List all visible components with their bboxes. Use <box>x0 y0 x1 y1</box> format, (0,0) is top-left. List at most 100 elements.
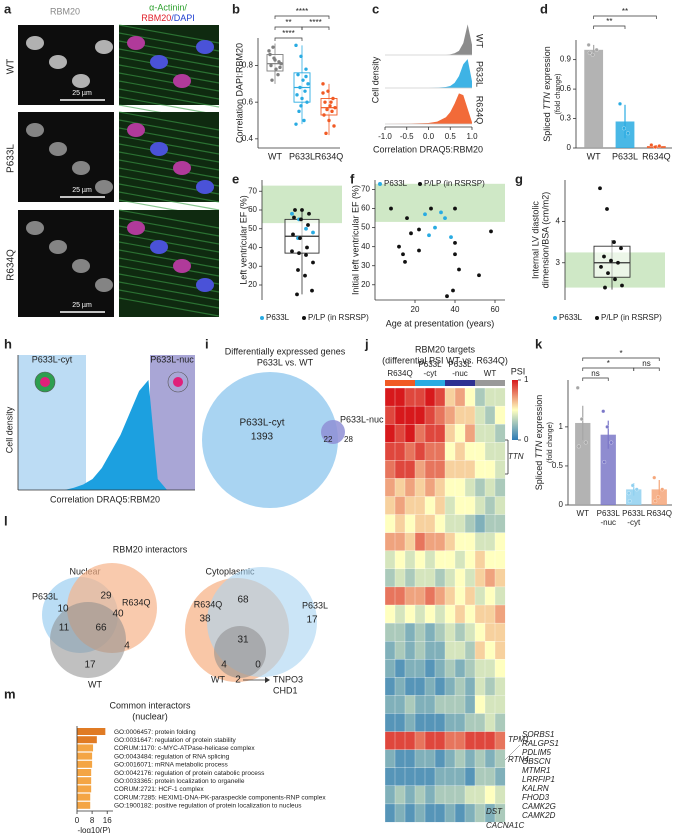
data-point <box>303 89 307 93</box>
heatmap-cell <box>434 659 446 678</box>
data-point <box>324 131 328 136</box>
data-point <box>594 47 599 52</box>
bar <box>77 769 92 776</box>
heatmap-cell <box>384 460 396 479</box>
heatmap-cell <box>394 785 406 805</box>
data-point <box>660 487 665 492</box>
data-point <box>299 104 303 108</box>
y-axis-label: Correlation DAPI:RBM20 <box>234 43 244 143</box>
heatmap-cell <box>424 659 436 678</box>
heatmap-cell <box>404 731 416 751</box>
x-tick-label: WT <box>268 151 282 161</box>
x-axis-label: Age at presentation (years) <box>386 318 495 328</box>
count-label: 0 <box>255 660 261 671</box>
nucleus <box>150 142 168 156</box>
heatmap-cell <box>384 713 396 732</box>
data-point <box>296 72 300 77</box>
fiber <box>118 72 220 92</box>
y-tick-label: 0 <box>559 500 564 509</box>
y-tick-label: 70 <box>248 186 257 195</box>
heatmap-cell <box>404 387 416 407</box>
count-label: 28 <box>344 435 353 444</box>
heatmap-cell <box>464 387 476 407</box>
heatmap-cell <box>394 532 406 552</box>
data-point <box>429 206 433 211</box>
heatmap-cell <box>434 803 446 823</box>
gene-label: CAMK2D <box>522 811 556 820</box>
heatmap-cell <box>484 568 496 588</box>
y-axis-label-part: Spliced <box>542 110 552 142</box>
heatmap-cell <box>474 387 486 407</box>
heatmap-cell <box>444 785 456 805</box>
heatmap-cell <box>444 387 456 407</box>
x-tick-label: P633L <box>612 151 638 161</box>
heatmap-cell <box>494 550 506 570</box>
heatmap-cell <box>434 749 446 769</box>
fiber <box>118 209 220 229</box>
heatmap-cell <box>464 514 476 534</box>
heatmap-cell <box>424 803 436 823</box>
heatmap-cell <box>404 659 416 678</box>
heatmap-cell <box>384 641 396 660</box>
heatmap-cell <box>404 405 416 425</box>
y-axis-label: Cell density <box>370 56 380 103</box>
heatmap-cell <box>444 550 456 570</box>
fiber <box>118 56 220 76</box>
bar <box>77 760 93 768</box>
heatmap-cell <box>444 622 456 642</box>
significance-bracket <box>633 367 660 371</box>
heatmap-cell <box>384 731 396 751</box>
significance-label: * <box>619 349 622 358</box>
heatmap-cell <box>434 496 446 515</box>
group-bar <box>445 380 475 386</box>
nucleus <box>95 278 113 292</box>
heatmap-cell <box>494 641 506 660</box>
heatmap-cell <box>444 659 456 678</box>
x-tick-label: 0.5 <box>445 132 457 141</box>
panel-letter: g <box>515 171 523 186</box>
density-area <box>385 93 472 124</box>
x-tick-label: 20 <box>411 305 420 314</box>
data-point <box>305 245 309 250</box>
heatmap-cell <box>494 749 506 769</box>
data-point <box>609 258 613 263</box>
group-bar <box>475 380 505 386</box>
heatmap-cell <box>434 604 446 624</box>
nucleus <box>26 221 44 235</box>
fiber <box>118 135 220 155</box>
data-point <box>453 240 457 245</box>
y-axis-label: Initial left ventricular EF (%) <box>350 185 360 295</box>
data-point <box>332 124 336 128</box>
nucleus <box>150 240 168 254</box>
panel-letter: b <box>232 1 240 16</box>
gene-label: MTMR1 <box>522 766 550 775</box>
panel-letter: m <box>4 686 16 701</box>
y-axis-label-part: Spliced <box>534 458 544 490</box>
heatmap-cell <box>474 460 486 479</box>
heatmap-cell <box>454 586 466 606</box>
heatmap-cell <box>474 550 486 570</box>
term-label: GO:0033365: protein localization to orga… <box>114 778 245 785</box>
heatmap-cell <box>444 478 456 497</box>
row-label: R634Q <box>6 249 17 281</box>
nucleus <box>173 259 191 273</box>
heatmap-cell <box>494 713 506 732</box>
heatmap-cell <box>424 622 436 642</box>
data-point <box>327 118 331 123</box>
heatmap-cell <box>434 767 446 787</box>
y-tick-label: 60 <box>361 204 370 213</box>
data-point <box>417 248 421 253</box>
group-bar <box>415 380 445 386</box>
y-tick-label: 0.8 <box>242 61 254 70</box>
heatmap-cell <box>404 713 416 732</box>
heatmap-cell <box>384 568 396 588</box>
gene-label: TNPO3 <box>273 674 303 684</box>
heatmap-cell <box>464 424 476 443</box>
heatmap-cell <box>464 695 476 714</box>
data-point <box>590 52 595 57</box>
heatmap-cell <box>434 677 446 696</box>
data-point <box>304 74 308 79</box>
heatmap-cell <box>424 586 436 606</box>
heatmap-cell <box>454 785 466 805</box>
heatmap-cell <box>484 713 496 732</box>
